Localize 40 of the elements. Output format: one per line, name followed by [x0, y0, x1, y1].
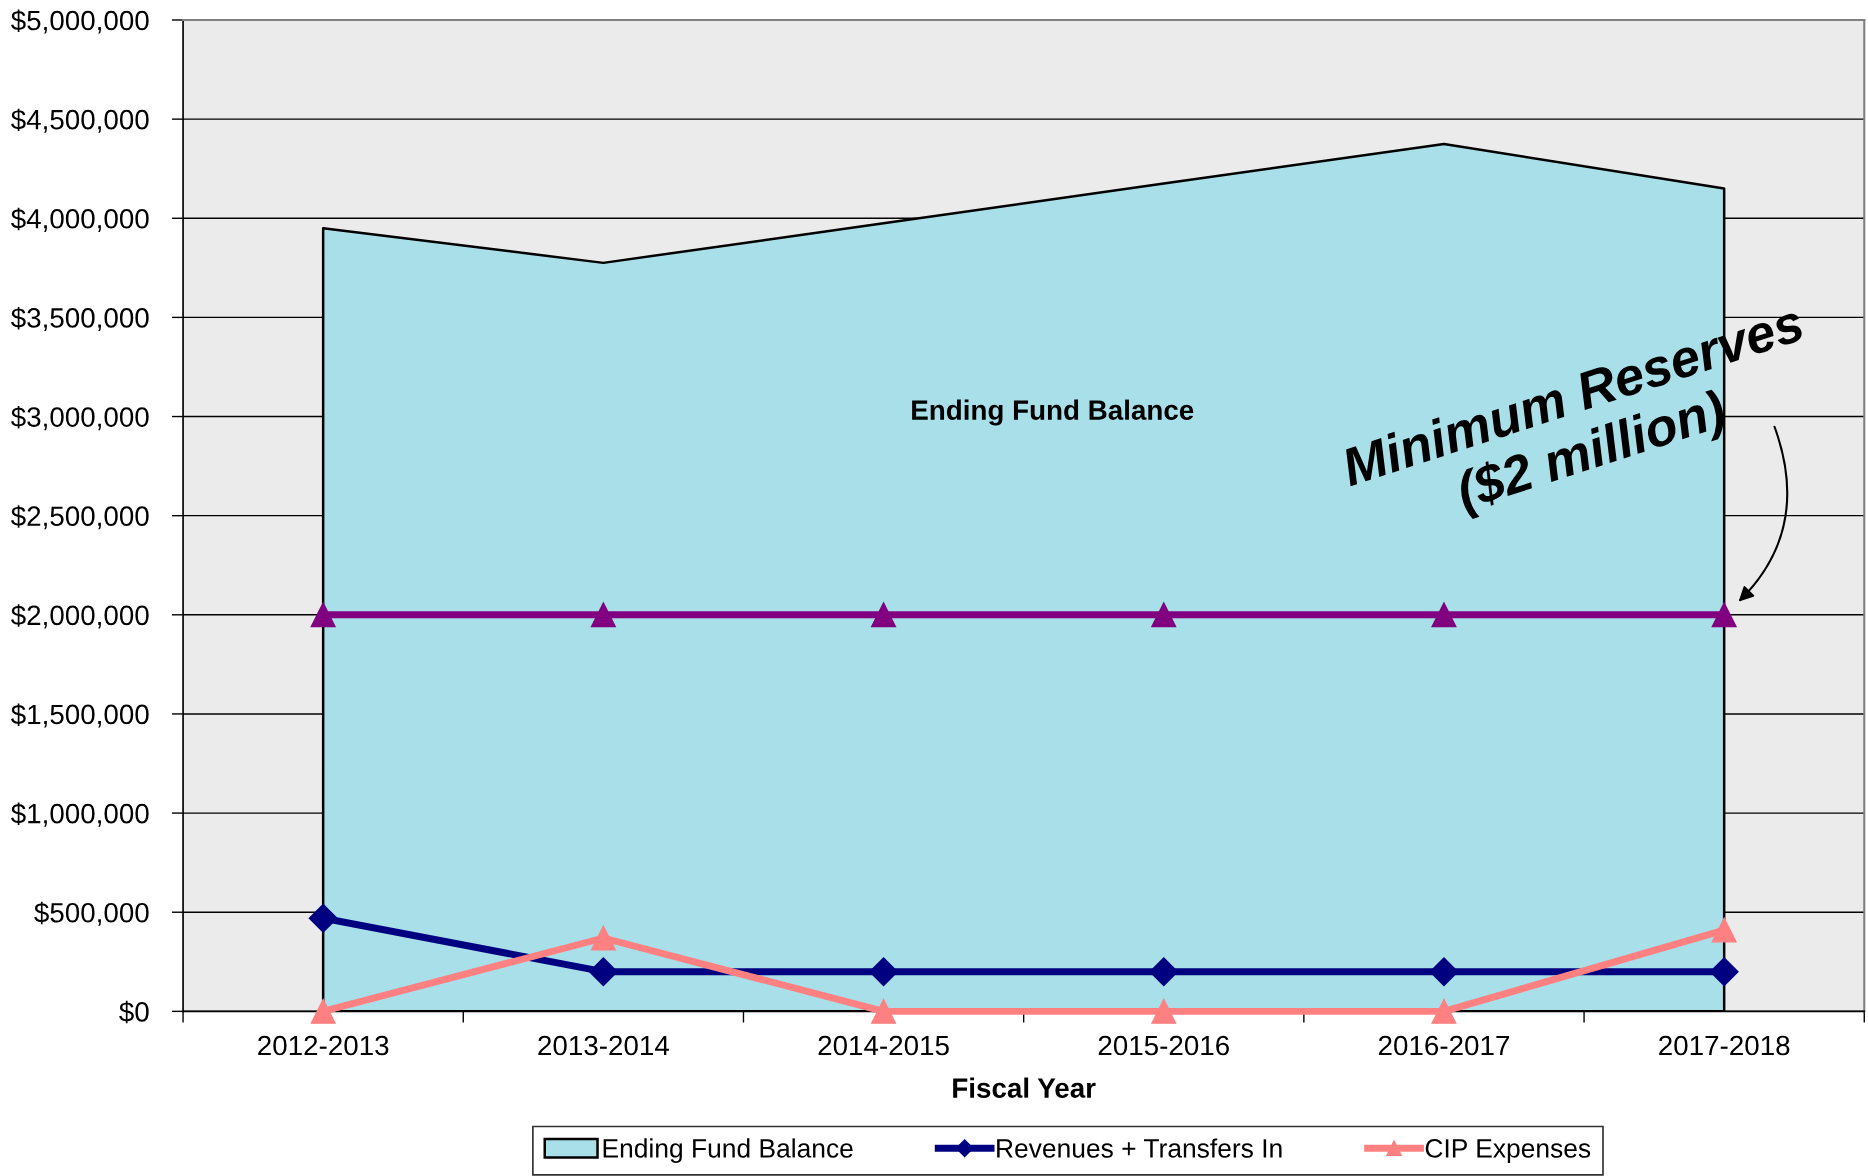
point [1431, 998, 1457, 1024]
x-tick-label: 2013-2014 [538, 1035, 669, 1056]
point [588, 957, 618, 987]
y-tick-label: $1,500,000 [11, 703, 149, 728]
x-axis-title: Fiscal Year [953, 1077, 1096, 1098]
y-tick-label: $3,500,000 [11, 306, 149, 332]
point [1149, 957, 1179, 987]
y-tick-label: $4,000,000 [11, 207, 149, 232]
x-tick-label: 2015-2016 [1098, 1035, 1229, 1056]
point [590, 925, 616, 951]
point [1431, 602, 1457, 628]
point [871, 998, 897, 1024]
point [1151, 998, 1177, 1024]
point [871, 602, 897, 628]
point [310, 602, 336, 628]
y-tick-label: $3,000,000 [11, 406, 149, 431]
x-tick-label: 2016-2017 [1378, 1035, 1509, 1056]
point [1711, 917, 1737, 943]
x-tick-label: 2017-2018 [1659, 1035, 1790, 1056]
y-tick-label: $4,500,000 [11, 108, 149, 133]
y-tick-label: $2,000,000 [11, 604, 149, 629]
point [1151, 602, 1177, 628]
annotation: Ending Fund Balance [912, 399, 1194, 426]
y-tick-label: $1,000,000 [11, 802, 149, 827]
x-tick-label: 2012-2013 [258, 1035, 389, 1056]
y-tick-label: $0 [119, 1000, 149, 1024]
point [310, 998, 336, 1024]
y-tick-label: $5,000,000 [11, 9, 149, 34]
legend-label: CIP Expenses [1425, 1139, 1591, 1163]
point [1429, 957, 1459, 987]
y-tick-label: $500,000 [34, 901, 149, 926]
point [1711, 602, 1737, 628]
point [1709, 957, 1739, 987]
point [869, 957, 899, 987]
x-tick-label: 2014-2015 [818, 1035, 949, 1056]
point [308, 903, 338, 933]
legend-label: Ending Fund Balance [603, 1138, 853, 1163]
legend-label: Revenues + Transfers In [997, 1138, 1282, 1158]
point [590, 602, 616, 628]
y-tick-label: $2,500,000 [11, 505, 149, 530]
